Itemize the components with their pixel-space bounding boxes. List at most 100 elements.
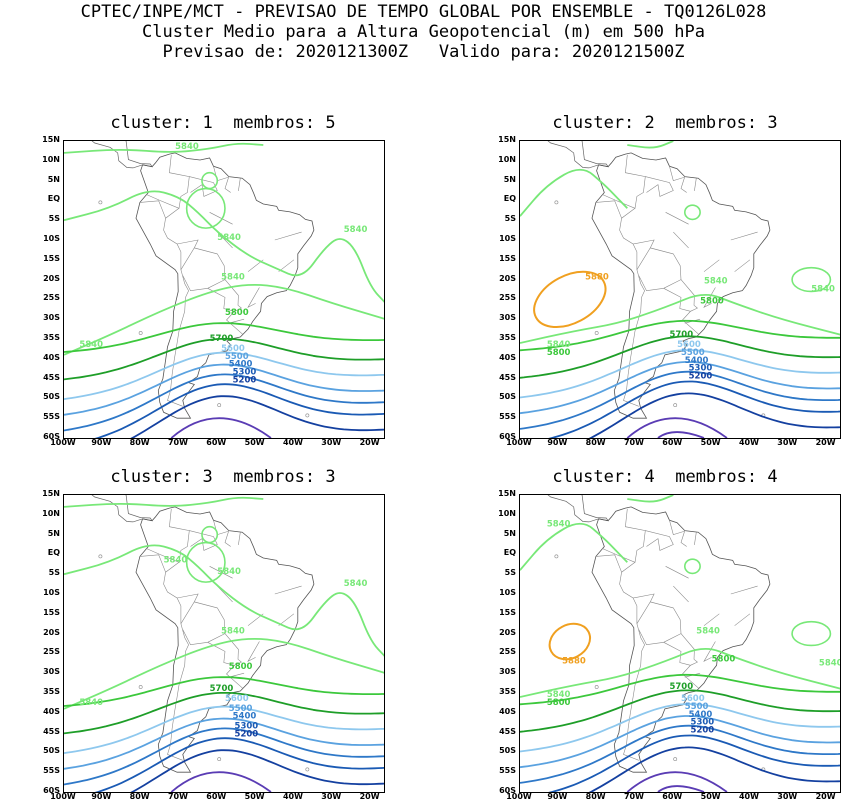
lat-tick-label: 50S bbox=[43, 392, 60, 402]
country-border bbox=[703, 613, 720, 626]
lon-tick-label: 40W bbox=[282, 792, 303, 801]
central-america-coastline bbox=[91, 141, 153, 169]
lat-tick-label: 10N bbox=[498, 508, 516, 518]
country-border bbox=[734, 259, 751, 272]
contour-label-5700: 5700 bbox=[669, 330, 693, 340]
contour-label-5840: 5840 bbox=[704, 277, 728, 287]
country-border bbox=[633, 593, 655, 603]
country-border bbox=[669, 166, 685, 181]
lat-tick-label: 35S bbox=[43, 333, 60, 342]
country-border bbox=[146, 508, 190, 563]
lat-tick-label: 45S bbox=[499, 726, 516, 736]
country-border bbox=[694, 532, 697, 545]
contour-line bbox=[64, 705, 384, 754]
lon-tick-label: 50W bbox=[244, 438, 265, 447]
lon-tick-label: 60W bbox=[662, 792, 683, 801]
contour-label-5200: 5200 bbox=[233, 376, 257, 386]
lon-tick-label: 100W bbox=[506, 438, 532, 447]
contour-line bbox=[64, 363, 384, 416]
lat-tick-label: 60S bbox=[499, 432, 516, 441]
lat-tick-label: 10S bbox=[43, 234, 60, 243]
map-canvas: 5840588058405840584058005800570056005500… bbox=[520, 495, 840, 792]
map-frame: 5840 5840 5840 5840 5840 5800 5700 5600 5500 5400… bbox=[63, 494, 385, 793]
contour-label-5800: 5800 bbox=[229, 662, 253, 672]
panel-title: cluster: 2 membros: 3 bbox=[552, 113, 778, 133]
lat-tick-label: 20S bbox=[43, 273, 60, 283]
lat-tick-label: 20S bbox=[499, 627, 516, 637]
country-border bbox=[146, 154, 190, 209]
contour-label-5600: 5600 bbox=[221, 344, 245, 354]
contour-line bbox=[94, 737, 384, 792]
lat-tick-label: 5N bbox=[47, 174, 60, 184]
country-border bbox=[619, 208, 638, 270]
country-border bbox=[209, 566, 233, 579]
lon-tick-label: 60W bbox=[206, 438, 227, 447]
lat-tick-label: 25S bbox=[499, 647, 516, 657]
lon-tick-label: 20W bbox=[815, 792, 836, 801]
lat-tick-label: 55S bbox=[499, 412, 516, 422]
lat-tick-label: 30S bbox=[499, 667, 516, 677]
contour-label-5200: 5200 bbox=[691, 726, 715, 736]
lat-tick-label: 25S bbox=[43, 647, 60, 657]
lat-tick-label: EQ bbox=[503, 548, 516, 558]
island bbox=[217, 403, 222, 408]
contour-line bbox=[588, 746, 840, 792]
lon-tick-label: 40W bbox=[738, 792, 759, 801]
country-border bbox=[207, 642, 235, 666]
country-border bbox=[663, 288, 691, 312]
contour-line bbox=[64, 351, 384, 400]
lon-tick-label: 30W bbox=[777, 792, 798, 801]
lat-tick-label: 40S bbox=[43, 706, 60, 716]
contour-5840 bbox=[64, 496, 264, 508]
contour-line bbox=[520, 370, 840, 430]
contour-label-5500: 5500 bbox=[229, 704, 253, 714]
south-america-coastline bbox=[135, 152, 315, 419]
country-border bbox=[274, 231, 302, 241]
contour-label-5500: 5500 bbox=[685, 702, 709, 712]
country-border bbox=[247, 287, 260, 309]
lat-tick-label: 10N bbox=[498, 154, 516, 164]
island bbox=[98, 554, 103, 559]
south-america-coastline bbox=[591, 506, 771, 773]
lat-tick-label: 45S bbox=[43, 372, 60, 382]
contour-5840 bbox=[64, 544, 384, 657]
contour-5880 bbox=[548, 622, 592, 661]
country-border bbox=[167, 269, 189, 407]
lat-tick-label: 10S bbox=[43, 588, 60, 597]
lat-tick-label: 15S bbox=[43, 253, 60, 263]
contour-label-5800: 5800 bbox=[712, 654, 736, 664]
contour-line bbox=[520, 703, 840, 753]
contour-line bbox=[64, 727, 384, 786]
contour-line bbox=[64, 717, 384, 770]
country-border bbox=[663, 642, 691, 666]
contour-label-5500: 5500 bbox=[225, 352, 249, 362]
contour-5840 bbox=[520, 168, 628, 217]
lat-tick-label: 5S bbox=[48, 568, 60, 578]
country-border bbox=[665, 212, 689, 225]
lat-tick-label: 40S bbox=[499, 706, 516, 716]
island bbox=[138, 331, 143, 335]
lat-tick-label: 20S bbox=[499, 273, 516, 283]
country-border bbox=[673, 585, 689, 603]
map-frame: 5880 5840 5840 5840 5800 5800 5700 5600 5500 5400… bbox=[519, 140, 841, 439]
island bbox=[217, 757, 222, 762]
contour-line bbox=[64, 373, 384, 432]
lat-tick-label: 30S bbox=[43, 667, 60, 677]
lat-tick-label: 5N bbox=[503, 174, 516, 184]
contour-5100 bbox=[170, 417, 272, 438]
lat-tick-label: EQ bbox=[47, 194, 60, 204]
lat-tick-label: 60S bbox=[43, 786, 60, 795]
contour-label-5840: 5840 bbox=[344, 579, 368, 589]
country-border bbox=[180, 601, 226, 646]
country-border bbox=[645, 530, 674, 551]
contour-line bbox=[64, 676, 384, 707]
lon-tick-label: 40W bbox=[282, 438, 303, 447]
lat-tick-label: 55S bbox=[43, 766, 60, 776]
country-border bbox=[177, 239, 199, 249]
contour-label-5400: 5400 bbox=[233, 712, 257, 722]
contour-5100-inner bbox=[657, 785, 705, 792]
header-line-3: Previsao de: 2020121300Z Valido para: 20… bbox=[162, 42, 685, 62]
contour-label-5400: 5400 bbox=[689, 710, 713, 720]
lon-tick-label: 100W bbox=[50, 438, 76, 447]
contour-5840-closed bbox=[683, 204, 701, 221]
